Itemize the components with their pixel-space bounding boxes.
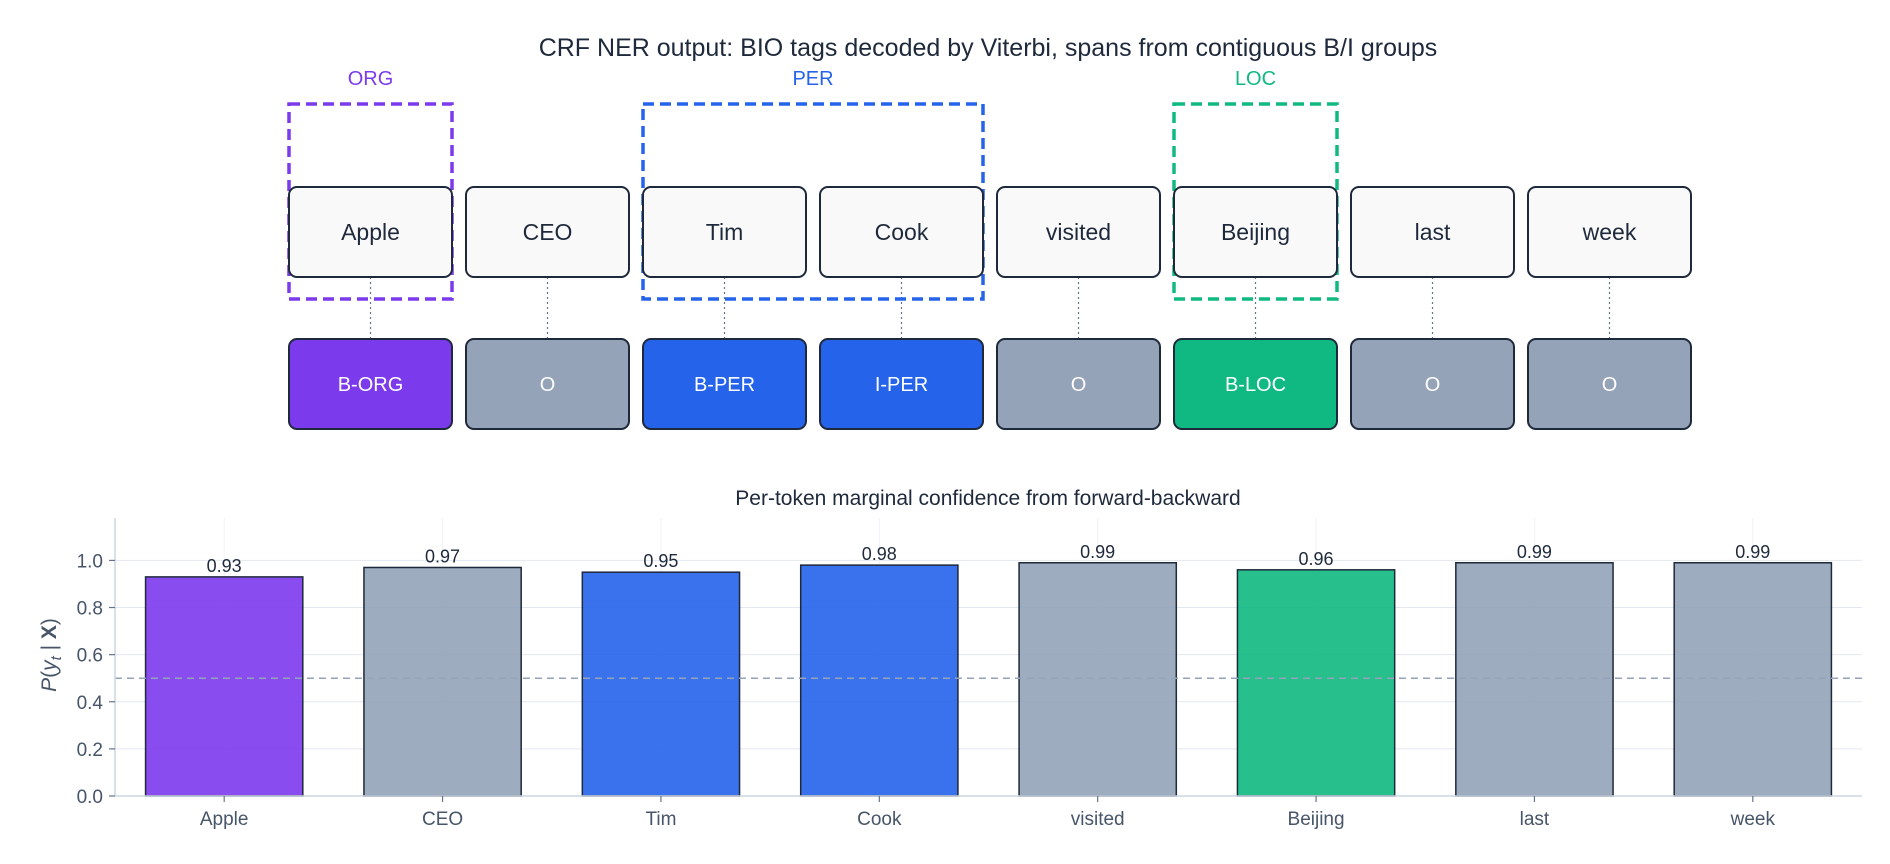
bar-cook: [799, 564, 959, 797]
tag-text: B-PER: [694, 374, 755, 396]
bar-value-label: 0.96: [1299, 549, 1334, 569]
y-tick-label: 0.0: [77, 787, 103, 808]
x-tick-label: Cook: [857, 809, 902, 830]
diagram-title: CRF NER output: BIO tags decoded by Vite…: [539, 34, 1438, 62]
y-tick-label: 0.6: [77, 646, 103, 667]
ylabel-x: X: [38, 625, 61, 639]
ylabel-p: P: [38, 678, 61, 692]
token-box: [465, 186, 630, 278]
x-tick-label: week: [1730, 809, 1776, 830]
bar-value-label: 0.95: [643, 551, 678, 571]
bar-value-label: 0.97: [425, 546, 460, 566]
token-text: Beijing: [1221, 219, 1290, 245]
tag-box: [642, 338, 807, 430]
bar-value-label: 0.99: [1080, 542, 1115, 562]
ylabel-t: t: [48, 655, 65, 660]
token-text: visited: [1046, 219, 1111, 245]
x-tick-label: Beijing: [1288, 809, 1345, 830]
token-text: last: [1415, 219, 1451, 245]
y-tick-label: 0.8: [77, 599, 103, 620]
tag-box: [1173, 338, 1338, 430]
bar-ceo: [363, 566, 522, 797]
tag-text: B-LOC: [1225, 374, 1286, 396]
bar-value-label: 0.99: [1735, 542, 1770, 562]
y-tick-label: 1.0: [77, 551, 103, 572]
ylabel-bar: |: [38, 639, 61, 656]
token-box: [1350, 186, 1515, 278]
tag-box: [819, 338, 984, 430]
token-text: Cook: [875, 219, 929, 245]
tag-text: O: [540, 374, 556, 396]
x-tick-label: Tim: [645, 809, 676, 830]
token-box: [642, 186, 807, 278]
token-text: Apple: [341, 219, 400, 245]
tag-text: B-ORG: [338, 374, 404, 396]
tag-box: [465, 338, 630, 430]
token-box: [1173, 186, 1338, 278]
bar-visited: [1018, 562, 1178, 797]
token-box: [819, 186, 984, 278]
tag-box: [1527, 338, 1692, 430]
y-tick-label: 0.4: [77, 693, 104, 714]
token-text: CEO: [523, 219, 573, 245]
x-tick-label: last: [1520, 809, 1550, 830]
token-box: [1527, 186, 1692, 278]
x-tick-label: Apple: [200, 809, 249, 830]
token-text: week: [1582, 219, 1637, 245]
tag-text: O: [1071, 374, 1087, 396]
ylabel-y: y: [38, 659, 61, 673]
ylabel-open-paren: (: [38, 671, 61, 678]
token-text: Tim: [706, 219, 743, 245]
tag-text: O: [1425, 374, 1441, 396]
tag-box: [996, 338, 1161, 430]
bar-beijing: [1236, 569, 1396, 797]
token-box: [288, 186, 453, 278]
chart-title: Per-token marginal confidence from forwa…: [735, 487, 1240, 510]
span-label-org: ORG: [348, 68, 394, 90]
bio-tag-diagram: CRF NER output: BIO tags decoded by Vite…: [287, 34, 1692, 430]
bar-value-label: 0.99: [1517, 542, 1552, 562]
tag-text: O: [1602, 374, 1618, 396]
y-axis-label: P(yt | X): [38, 618, 65, 692]
bar-week: [1673, 562, 1833, 797]
ylabel-close-paren: ): [38, 618, 61, 625]
x-tick-label: CEO: [422, 809, 463, 830]
tag-text: I-PER: [875, 374, 928, 396]
bar-tim: [581, 571, 741, 797]
bar-last: [1455, 562, 1614, 797]
bar-value-label: 0.98: [862, 544, 897, 564]
span-label-per: PER: [792, 68, 833, 90]
span-label-loc: LOC: [1235, 68, 1276, 90]
bar-value-label: 0.93: [207, 556, 242, 576]
x-tick-label: visited: [1071, 809, 1125, 830]
tag-box: [288, 338, 453, 430]
tag-box: [1350, 338, 1515, 430]
y-tick-label: 0.2: [77, 740, 103, 761]
bar-apple: [144, 576, 304, 797]
token-box: [996, 186, 1161, 278]
